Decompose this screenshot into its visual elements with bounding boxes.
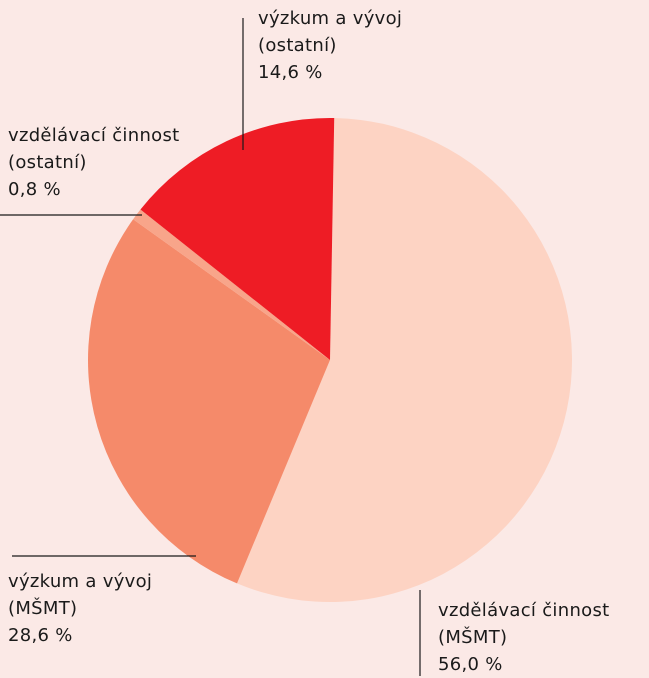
category-label: výzkum a vývoj (ostatní) <box>258 8 403 56</box>
value-label: 0,8 % <box>8 179 61 200</box>
pie-slice <box>140 118 335 360</box>
value-label: 14,6 % <box>258 62 323 83</box>
pie-slice <box>133 209 330 360</box>
slice-label: výzkum a vývoj (ostatní) 14,6 % <box>258 5 418 86</box>
category-label: vzdělávací činnost (ostatní) <box>8 125 180 173</box>
slice-label: vzdělávací činnost (MŠMT) 56,0 % <box>438 597 649 678</box>
category-label: vzdělávací činnost (MŠMT) <box>438 600 610 648</box>
value-label: 56,0 % <box>438 654 503 675</box>
pie-slice <box>237 118 573 603</box>
pie-slice <box>88 219 330 584</box>
category-label: výzkum a vývoj (MŠMT) <box>8 571 153 619</box>
slice-label: výzkum a vývoj (MŠMT) 28,6 % <box>8 568 208 649</box>
value-label: 28,6 % <box>8 625 73 646</box>
slice-label: vzdělávací činnost (ostatní) 0,8 % <box>8 122 228 203</box>
